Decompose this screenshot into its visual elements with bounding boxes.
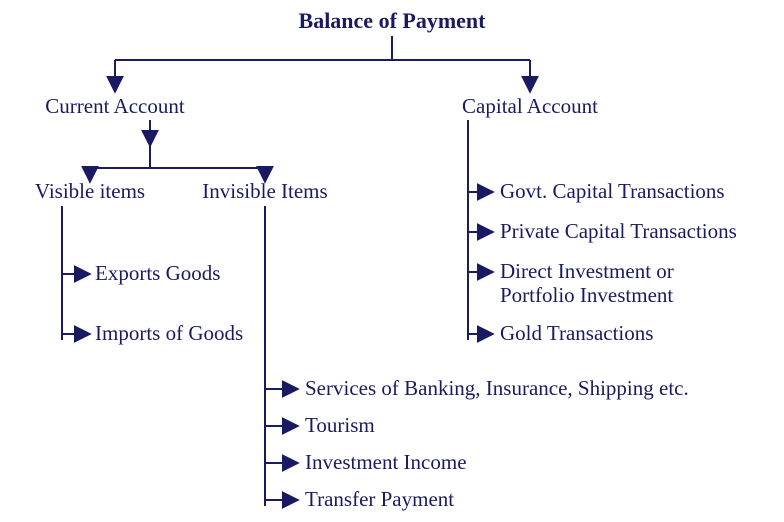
invisible-item-3: Transfer Payment [305, 487, 454, 511]
visible-item-1: Imports of Goods [95, 321, 243, 345]
capital-item-3: Gold Transactions [500, 321, 653, 345]
capital-item-2: Direct Investment or [500, 259, 674, 283]
capital-item-1: Private Capital Transactions [500, 219, 737, 243]
node-capital-account: Capital Account [462, 94, 598, 118]
capital-item-0: Govt. Capital Transactions [500, 179, 725, 203]
root-title: Balance of Payment [299, 8, 487, 33]
visible-item-0: Exports Goods [95, 261, 220, 285]
invisible-item-1: Tourism [305, 413, 375, 437]
capital-item-2-line2: Portfolio Investment [500, 283, 673, 307]
node-invisible-items: Invisible Items [202, 179, 327, 203]
invisible-item-0: Services of Banking, Insurance, Shipping… [305, 376, 689, 400]
invisible-item-2: Investment Income [305, 450, 467, 474]
node-current-account: Current Account [45, 94, 185, 118]
node-visible-items: Visible items [35, 179, 145, 203]
